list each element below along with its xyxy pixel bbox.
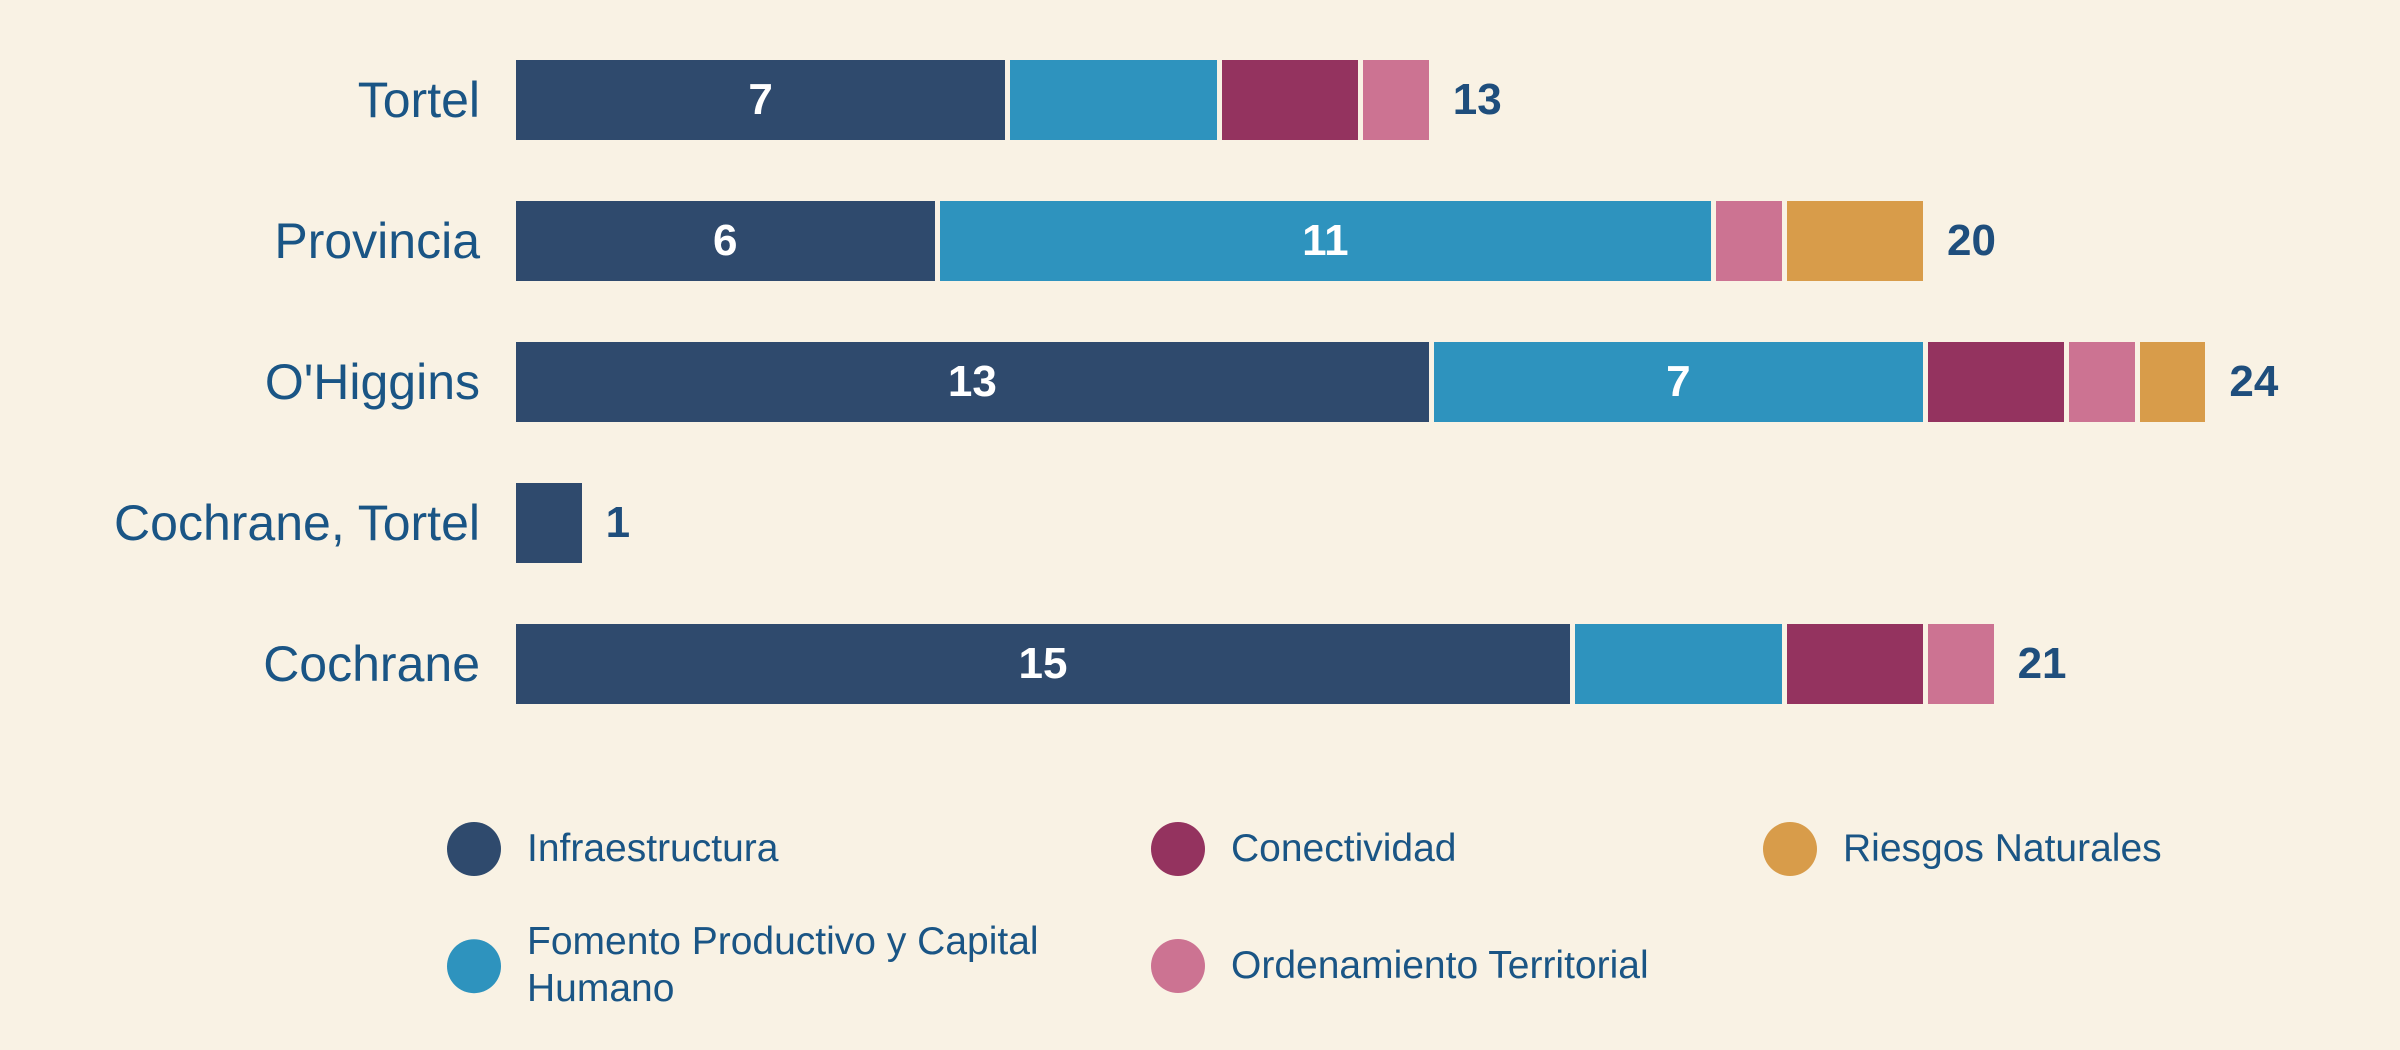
total-value-label: 1	[605, 498, 631, 547]
bar-segment-infraestructura[interactable]: 13	[516, 342, 1429, 422]
chart-row-o-higgins: O'Higgins 13 7 24	[0, 342, 2400, 422]
segment-value-label: 7	[1666, 357, 1691, 406]
stacked-bar: 13 7	[516, 342, 2206, 422]
stacked-bar	[516, 483, 582, 563]
bar-segment-conectividad[interactable]	[1221, 60, 1359, 140]
stacked-bar: 15	[516, 624, 1994, 704]
bar-segment-fomento-productivo-y-capital-humano[interactable]	[1575, 624, 1782, 704]
bar-segment-infraestructura[interactable]	[516, 483, 582, 563]
bar-segment-fomento-productivo-y-capital-humano[interactable]: 7	[1433, 342, 1923, 422]
bar-segment-conectividad[interactable]	[1786, 624, 1923, 704]
bar-segment-infraestructura[interactable]: 6	[516, 201, 935, 281]
segment-value-label: 15	[1018, 639, 1068, 688]
legend-label: Riesgos Naturales	[1843, 826, 2162, 870]
bar-segment-ordenamiento-territorial[interactable]	[1927, 624, 1994, 704]
total-value-label: 21	[2017, 639, 2067, 688]
bar-segment-riesgos-naturales[interactable]	[1786, 201, 1923, 281]
total-value-label: 24	[2229, 357, 2279, 406]
legend-item-infraestructura[interactable]: Infraestructura	[447, 822, 778, 876]
total-value-label: 20	[1946, 216, 1996, 265]
category-label: Cochrane, Tortel	[114, 495, 480, 551]
legend-color-dot	[447, 822, 501, 876]
category-label: Provincia	[274, 213, 480, 269]
segment-value-label: 13	[947, 357, 997, 406]
legend-color-dot	[1763, 822, 1817, 876]
bar-segment-conectividad[interactable]	[1927, 342, 2065, 422]
legend-color-dot	[1151, 822, 1205, 876]
segment-value-label: 11	[1302, 216, 1349, 265]
segment-value-label: 6	[713, 216, 738, 265]
category-label: Cochrane	[263, 636, 480, 692]
chart-row-provincia: Provincia 6 11 20	[0, 201, 2400, 281]
legend-color-dot	[447, 939, 501, 993]
bar-segment-infraestructura[interactable]: 15	[516, 624, 1570, 704]
legend-item-conectividad[interactable]: Conectividad	[1151, 822, 1456, 876]
total-value-label: 13	[1452, 75, 1502, 124]
bar-segment-ordenamiento-territorial[interactable]	[2069, 342, 2135, 422]
bar-segment-ordenamiento-territorial[interactable]	[1716, 201, 1782, 281]
legend-item-ordenamiento-territorial[interactable]: Ordenamiento Territorial	[1151, 939, 1649, 993]
legend-label: Fomento Productivo y Capital Humano	[527, 920, 1039, 1010]
legend-label: Infraestructura	[527, 826, 779, 870]
legend-label: Ordenamiento Territorial	[1231, 943, 1649, 987]
chart-row-tortel: Tortel 7 13	[0, 60, 2400, 140]
bar-segment-ordenamiento-territorial[interactable]	[1363, 60, 1429, 140]
category-label: O'Higgins	[264, 354, 480, 410]
legend-color-dot	[1151, 939, 1205, 993]
bar-segment-fomento-productivo-y-capital-humano[interactable]: 11	[939, 201, 1712, 281]
stacked-bar: 6 11	[516, 201, 1923, 281]
bar-segment-fomento-productivo-y-capital-humano[interactable]	[1010, 60, 1217, 140]
chart-row-cochrane-tortel: Cochrane, Tortel 1	[0, 483, 2400, 563]
segment-value-label: 7	[748, 75, 773, 124]
legend-label: Conectividad	[1231, 826, 1457, 870]
stacked-bar: 7	[516, 60, 1429, 140]
legend-item-fomento-productivo-y-capital-humano[interactable]: Fomento Productivo y Capital Humano	[447, 919, 1127, 1013]
bar-segment-infraestructura[interactable]: 7	[516, 60, 1006, 140]
legend-item-riesgos-naturales[interactable]: Riesgos Naturales	[1763, 822, 2162, 876]
category-label: Tortel	[357, 72, 480, 128]
chart-row-cochrane: Cochrane 15 21	[0, 624, 2400, 704]
bar-segment-riesgos-naturales[interactable]	[2139, 342, 2206, 422]
